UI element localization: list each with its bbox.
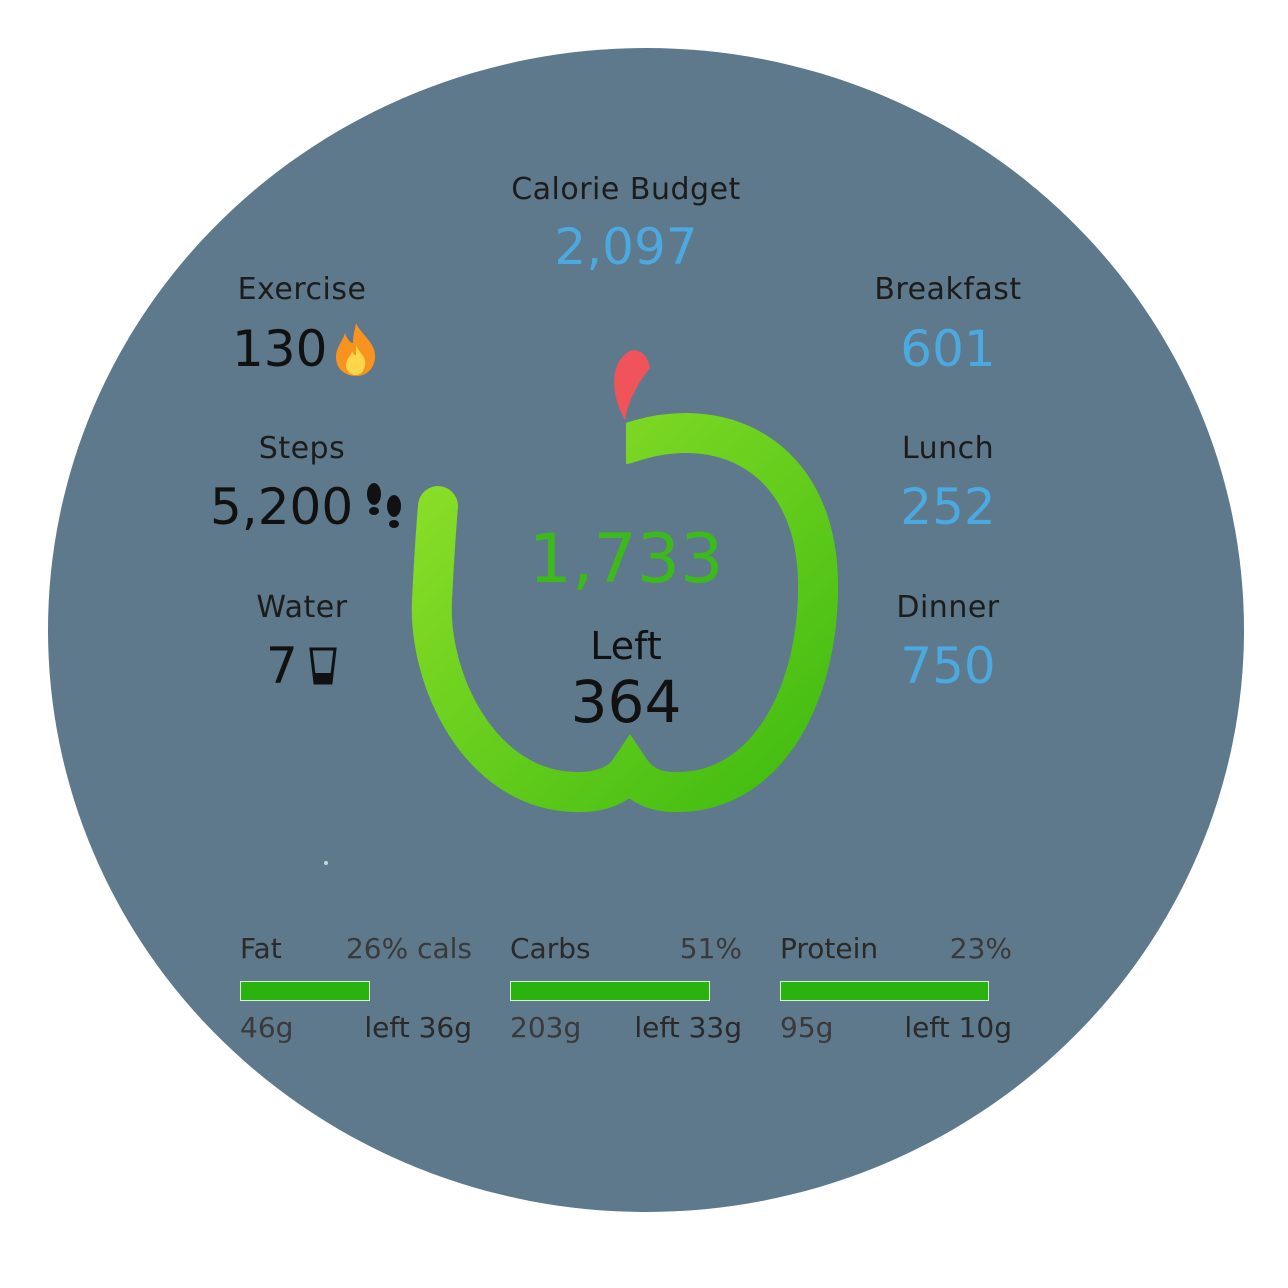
apple-ring-path: [411, 413, 839, 813]
macro-grams: 46g: [240, 1011, 294, 1044]
breakfast-label: Breakfast: [874, 272, 1022, 307]
macro-left: left 10g: [904, 1011, 1012, 1044]
macro-grams: 203g: [510, 1011, 582, 1044]
macro-percent: 23%: [949, 932, 1012, 965]
macro-name: Carbs: [510, 932, 591, 965]
watch-face: [48, 48, 1244, 1212]
macro-bar-track: [780, 981, 1012, 1001]
macro-left: left 36g: [364, 1011, 472, 1044]
water-label: Water: [256, 590, 348, 625]
dinner-label: Dinner: [896, 590, 1000, 625]
macro-bar-track: [510, 981, 742, 1001]
apple-stem-icon: [614, 350, 650, 420]
macro-bar-fill: [240, 981, 370, 1001]
remaining-value: 364: [570, 668, 682, 736]
macro-name: Fat: [240, 932, 282, 965]
water-value: 7: [266, 637, 298, 695]
macro-left: left 33g: [634, 1011, 742, 1044]
calorie-budget-label: Calorie Budget: [511, 172, 741, 207]
macro-protein: Protein 23% 95g left 10g: [780, 932, 1012, 1044]
lunch-value: 252: [900, 478, 996, 536]
macro-carbs: Carbs 51% 203g left 33g: [510, 932, 742, 1044]
macro-fat: Fat 26% cals 46g left 36g: [240, 932, 472, 1044]
exercise-row: 130: [232, 320, 381, 378]
macro-percent: 51%: [679, 932, 742, 965]
water-glass-icon: [309, 647, 337, 685]
steps-row: 5,200: [210, 478, 407, 536]
exercise-label: Exercise: [237, 272, 367, 307]
indicator-dot: [324, 861, 328, 865]
lunch-label: Lunch: [901, 431, 995, 466]
calorie-budget-value: 2,097: [554, 218, 698, 276]
consumed-calories: 1,733: [528, 520, 724, 599]
flame-icon: [336, 323, 376, 376]
macro-bar-fill: [780, 981, 989, 1001]
steps-value: 5,200: [210, 478, 354, 536]
footprints-icon: [367, 483, 402, 528]
water-row: 7: [266, 637, 338, 695]
macro-bar-fill: [510, 981, 710, 1001]
remaining-label: Left: [590, 624, 662, 668]
macro-grams: 95g: [780, 1011, 834, 1044]
dinner-value: 750: [900, 637, 996, 695]
exercise-value: 130: [232, 320, 328, 378]
macro-bar-track: [240, 981, 472, 1001]
breakfast-value: 601: [900, 320, 996, 378]
macro-name: Protein: [780, 932, 879, 965]
macro-percent: 26% cals: [345, 932, 472, 965]
steps-label: Steps: [258, 431, 346, 466]
